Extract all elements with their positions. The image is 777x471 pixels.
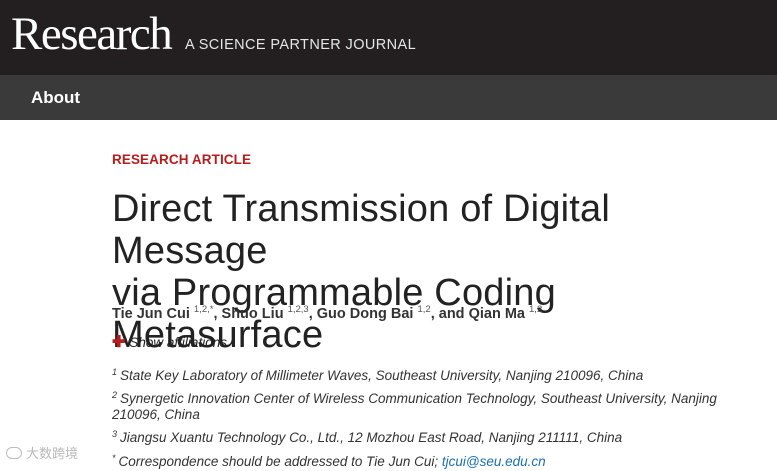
affiliation-number: 2 xyxy=(112,390,118,400)
affiliation-text: State Key Laboratory of Millimeter Waves… xyxy=(120,368,644,383)
affiliation-item: 2 Synergetic Innovation Center of Wireles… xyxy=(112,387,752,423)
author-name[interactable]: Shuo Liu xyxy=(221,306,284,322)
author-affiliation-marker: 1,2,* xyxy=(193,304,214,315)
author-separator: , xyxy=(213,306,218,322)
author-name[interactable]: Qian Ma xyxy=(468,306,525,322)
article-type-label: RESEARCH ARTICLE xyxy=(112,152,252,167)
affiliation-number: 3 xyxy=(112,429,118,439)
watermark: 大数跨境 xyxy=(6,446,78,462)
plus-icon: ✚ xyxy=(112,334,126,351)
affiliation-item: 3 Jiangsu Xuantu Technology Co., Ltd., 12… xyxy=(112,426,752,446)
affiliation-number: 1 xyxy=(112,367,118,377)
show-affiliations-toggle[interactable]: ✚ Show affiliations xyxy=(112,334,227,352)
correspondence-email-link[interactable]: tjcui@seu.edu.cn xyxy=(441,454,546,469)
author-name[interactable]: Tie Jun Cui xyxy=(112,306,190,322)
author-list: Tie Jun Cui 1,2,*, Shuo Liu 1,2,3, Guo D… xyxy=(112,300,772,324)
watermark-logo-icon xyxy=(6,447,22,459)
correspondence-note: * Correspondence should be addressed to T… xyxy=(112,450,752,470)
article-title-line-1: Direct Transmission of Digital Message xyxy=(112,188,611,272)
journal-tagline: A SCIENCE PARTNER JOURNAL xyxy=(185,37,417,53)
affiliation-text: Synergetic Innovation Center of Wireless… xyxy=(112,391,717,422)
site-header: Research A SCIENCE PARTNER JOURNAL xyxy=(0,0,777,75)
correspondence-mark: * xyxy=(112,453,116,463)
watermark-text: 大数跨境 xyxy=(26,446,79,461)
author-name[interactable]: Guo Dong Bai xyxy=(316,306,414,322)
article-title: Direct Transmission of Digital Message v… xyxy=(112,188,772,356)
author-separator: , xyxy=(308,306,313,322)
author-separator: , and xyxy=(430,306,465,322)
show-affiliations-label: Show affiliations xyxy=(129,335,227,350)
article-title-line-2: via Programmable Coding Metasurface xyxy=(112,272,556,356)
main-nav: About xyxy=(0,75,777,120)
nav-item-about[interactable]: About xyxy=(31,88,81,107)
author-affiliation-marker: 1,2 xyxy=(417,304,431,315)
author-affiliation-marker: 1,2 xyxy=(529,304,543,315)
author-affiliation-marker: 1,2,3 xyxy=(287,304,309,315)
affiliation-text: Jiangsu Xuantu Technology Co., Ltd., 12 … xyxy=(120,430,623,445)
journal-logo[interactable]: Research xyxy=(11,8,173,60)
correspondence-text: Correspondence should be addressed to Ti… xyxy=(118,454,439,469)
affiliation-item: 1 State Key Laboratory of Millimeter Wave… xyxy=(112,364,752,384)
